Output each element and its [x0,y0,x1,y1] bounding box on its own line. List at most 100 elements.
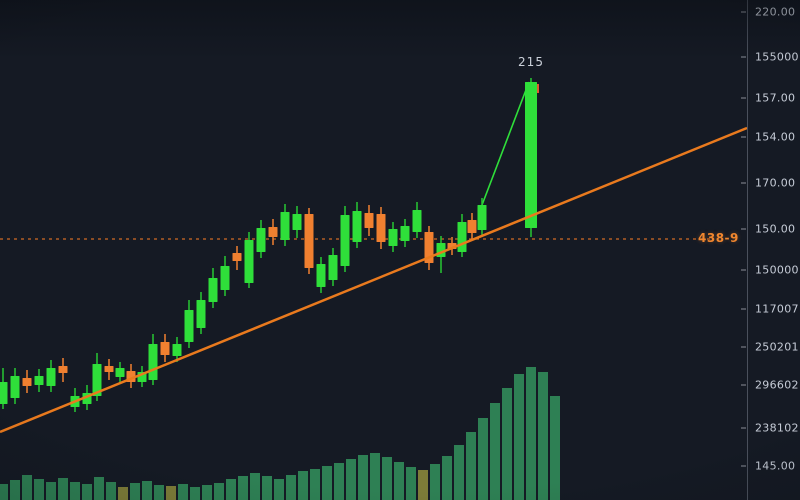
volume-bar [550,396,560,500]
candle-up [412,210,422,232]
volume-bar [286,475,296,500]
volume-bar [322,466,332,500]
volume-bar [490,403,500,500]
candle-down [58,366,68,373]
axis-label: 157.00 [755,91,796,105]
candle-up [10,376,20,398]
candle-up [316,264,326,287]
candle-down [376,214,386,242]
volume-bar [382,457,392,500]
candle-up [220,266,230,290]
volume-bar [130,483,140,500]
volume-bar [250,473,260,500]
axis-label: 238102 [755,421,799,435]
candle-up [477,205,487,230]
candle-up [196,300,206,328]
axis-label: 170.00 [755,176,796,190]
spike-connector-line [481,81,530,206]
volume-bar [406,467,416,500]
price-line-flag: 438-9 [698,231,739,245]
axis-label: 117007 [755,302,799,316]
volume-bar [394,462,404,500]
volume-bar [442,456,452,500]
volume-bar [526,367,536,500]
candle-up [340,215,350,266]
axis-tick [741,97,746,99]
candle-up [92,364,102,396]
volume-bar [46,482,56,500]
volume-bar [514,374,524,500]
volume-bar [190,487,200,500]
volume-bar [142,481,152,500]
volume-bar [538,372,548,500]
axis-tick [741,346,746,348]
volume-bar [430,464,440,500]
candle-up [292,214,302,230]
volume-bar [358,455,368,500]
axis-tick [741,56,746,58]
axis-tick [741,427,746,429]
candle-down [364,213,374,228]
volume-bar [226,479,236,500]
candle-down [304,214,314,268]
volume-bar [94,477,104,500]
volume-bar [22,475,32,500]
candle-down [268,227,278,237]
candle-down [467,220,477,233]
volume-bar [202,485,212,500]
candle-down [160,342,170,355]
candle-up [280,212,290,240]
candle-up [256,228,266,252]
volume-bar [274,479,284,500]
candle-up [328,255,338,280]
axis-label: 145.00 [755,459,796,473]
candle-up [457,222,467,252]
candle-down [104,366,114,372]
volume-bar [166,486,176,500]
candle-up [352,211,362,242]
axis-label: 220.00 [755,5,796,19]
candle-up [244,240,254,283]
trendline [0,126,748,434]
volume-bar [58,478,68,500]
volume-bar [334,463,344,500]
volume-bar [418,470,428,500]
volume-bar [478,418,488,500]
volume-bar [178,484,188,500]
volume-bar [10,480,20,500]
volume-bar [298,471,308,500]
axis-tick [741,136,746,138]
volume-bar [82,484,92,500]
axis-label: 150000 [755,263,799,277]
candle-up [388,229,398,246]
spike-value-annotation: 215 [518,55,544,69]
candle-up [208,278,218,302]
volume-bar [310,469,320,500]
volume-bar [106,482,116,500]
axis-tick [741,269,746,271]
axis-label: 150.00 [755,222,796,236]
volume-bar [370,453,380,500]
volume-bar [70,482,80,500]
axis-tick [741,308,746,310]
volume-bar [466,432,476,500]
axis-label: 250201 [755,340,799,354]
volume-bar [502,388,512,500]
volume-bar [346,459,356,500]
candle-up [34,376,44,385]
candle-up [148,344,158,380]
candle-down [232,253,242,261]
axis-tick [741,465,746,467]
volume-bar [34,479,44,500]
candle-up [525,82,537,228]
axis-label: 296602 [755,378,799,392]
axis-label: 155000 [755,50,799,64]
candle-up [400,226,410,241]
candle-up [0,382,8,404]
candle-down [22,378,32,386]
axis-tick [741,11,746,13]
volume-bar [214,483,224,500]
volume-bar [154,485,164,500]
